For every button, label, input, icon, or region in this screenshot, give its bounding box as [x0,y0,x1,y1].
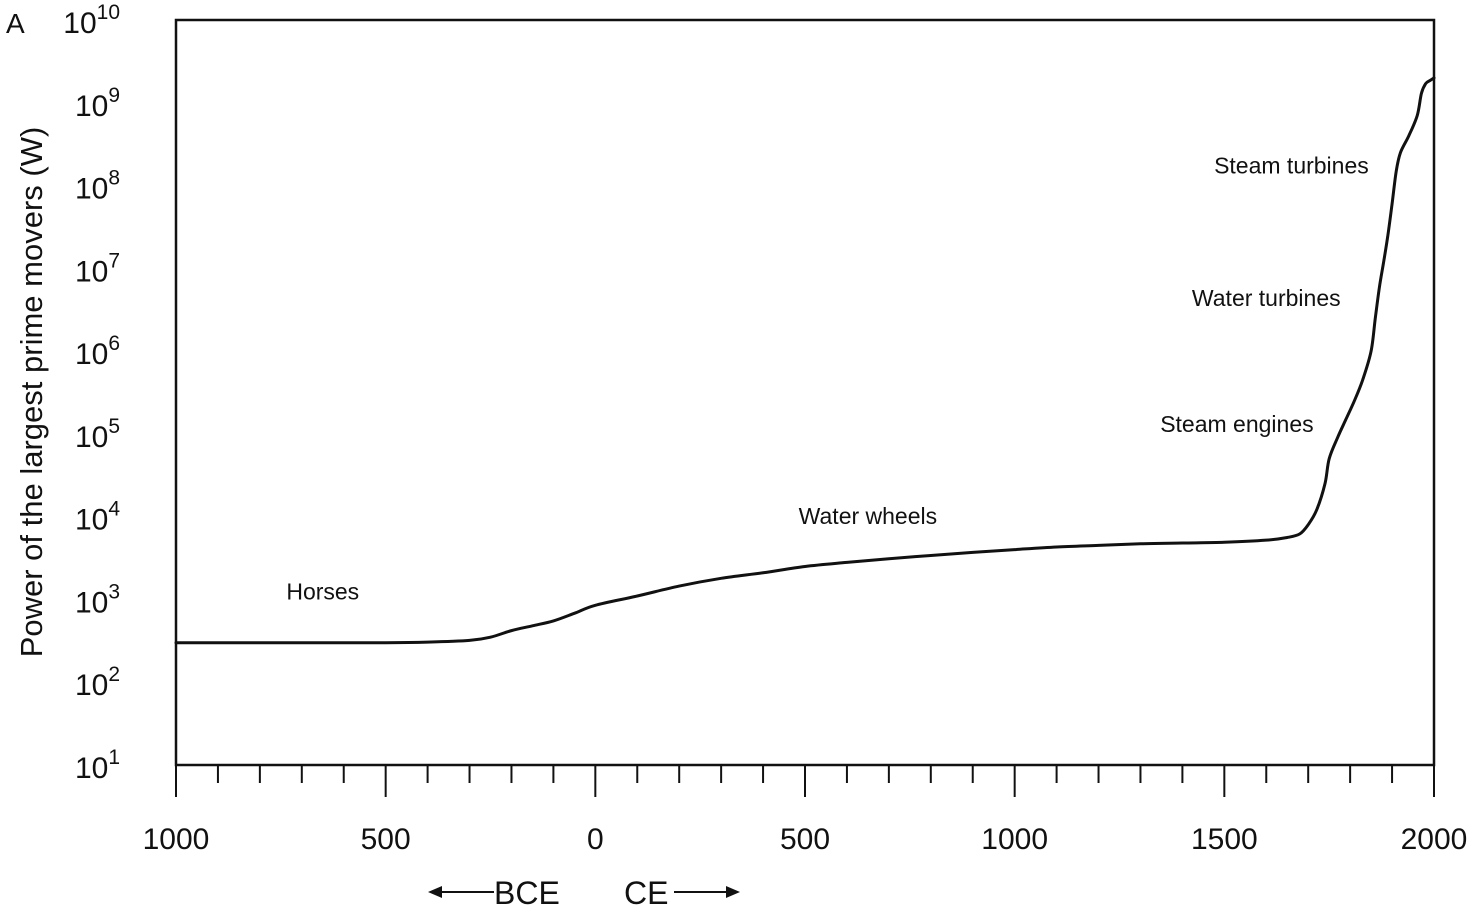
ce-label: CE [624,875,668,911]
x-axis-tick-labels: 1000 500 0 500 1000 1500 2000 [143,823,1468,856]
bce-label: BCE [494,875,560,911]
y-tick-exponent: 5 [108,415,120,438]
y-tick-exponent: 8 [108,167,120,190]
y-axis-title-group: Power of the largest prime movers (W) [14,127,49,658]
annotation-label: Water turbines [1192,285,1341,311]
y-tick-label: 106 [75,332,120,371]
x-axis-ticks [175,765,1435,797]
ce-indicator: CE [624,875,740,911]
y-tick-label: 1010 [63,1,120,40]
y-tick-label: 102 [75,663,120,702]
ce-arrow-head [726,886,740,898]
x-tick-label: 1000 [981,823,1048,856]
y-tick-exponent: 10 [97,1,120,24]
x-tick-label: 0 [587,823,604,856]
annotation-label: Water wheels [799,503,937,529]
y-tick-exponent: 9 [108,84,120,107]
y-tick-label: 103 [75,580,120,619]
x-tick-label: 500 [361,823,411,856]
bce-arrow-head [428,886,442,898]
annotation-label: Steam turbines [1214,152,1369,178]
y-tick-label: 107 [75,249,120,288]
y-tick-exponent: 7 [108,249,120,272]
y-tick-label: 109 [75,84,120,123]
y-tick-label: 101 [75,746,120,785]
y-tick-label: 105 [75,415,120,454]
bce-indicator: BCE [428,875,560,911]
y-tick-exponent: 3 [108,580,120,603]
plot-frame [174,18,1436,767]
panel-label: A [6,8,25,39]
y-tick-exponent: 6 [108,332,120,355]
x-tick-label: 500 [780,823,830,856]
y-axis-title: Power of the largest prime movers (W) [14,127,49,658]
y-tick-exponent: 1 [108,746,120,769]
y-tick-label: 104 [75,498,120,537]
y-tick-exponent: 4 [108,498,120,521]
x-tick-label: 1000 [143,823,210,856]
y-tick-label: 108 [75,167,120,206]
annotations: Horses Water wheels Steam engines Water tur… [286,152,1368,604]
x-tick-label: 2000 [1401,823,1468,856]
annotation-label: Steam engines [1160,411,1313,437]
annotation-label: Horses [286,578,359,604]
y-tick-exponent: 2 [108,663,120,686]
series-line [174,76,1436,645]
x-tick-label: 1500 [1191,823,1258,856]
